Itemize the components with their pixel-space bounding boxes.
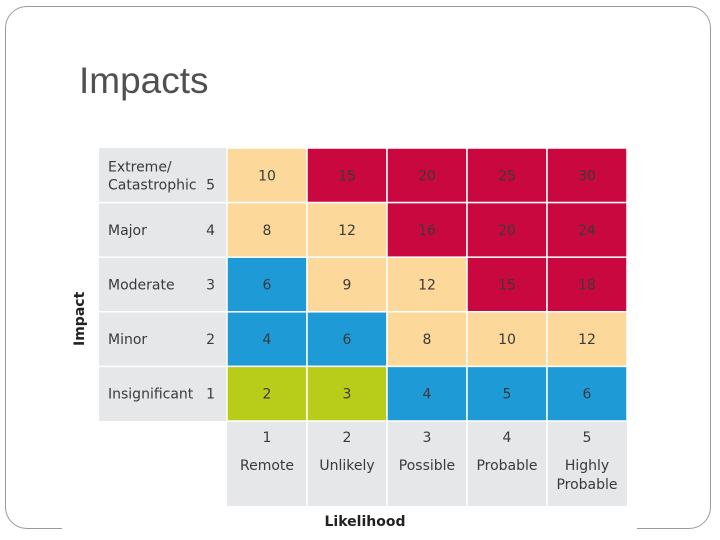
risk-cell-r1-c3 (386, 365, 468, 422)
row-label-4: Major (108, 223, 147, 239)
risk-score-r4-c4: 20 (498, 223, 516, 239)
risk-score-r1-c2: 3 (343, 387, 352, 403)
slide-frame-gap (62, 526, 637, 534)
row-level-5: 5 (206, 177, 215, 193)
risk-score-r2-c3: 8 (423, 332, 432, 348)
risk-score-r2-c1: 4 (263, 332, 272, 348)
risk-cell-r3-c5 (546, 256, 627, 313)
column-label-2: Unlikely (319, 458, 374, 474)
row-level-3: 3 (206, 278, 215, 294)
row-level-4: 4 (206, 223, 215, 239)
risk-score-r3-c1: 6 (263, 278, 272, 294)
x-axis-label: Likelihood (324, 514, 406, 530)
risk-cell-r2-c5 (546, 311, 627, 368)
slide-title: Impacts (79, 60, 209, 101)
risk-score-r5-c5: 30 (578, 168, 596, 184)
column-level-3: 3 (423, 430, 432, 446)
row-label-5: Catastrophic (108, 177, 197, 193)
risk-score-r4-c2: 12 (338, 223, 356, 239)
risk-score-r3-c4: 15 (498, 278, 516, 294)
risk-cell-r2-c4 (466, 311, 548, 368)
risk-score-r1-c3: 4 (423, 387, 432, 403)
risk-score-r3-c2: 9 (343, 278, 352, 294)
risk-cell-r5-c2 (306, 148, 388, 204)
risk-cell-r3-c3 (386, 256, 468, 313)
row-label-1: Insignificant (108, 387, 194, 403)
row-label-5: Extreme/ (108, 159, 172, 175)
risk-cell-r1-c1 (226, 365, 308, 422)
risk-score-r1-c5: 6 (583, 387, 592, 403)
risk-cell-r4-c3 (386, 201, 468, 258)
column-level-1: 1 (263, 430, 272, 446)
row-level-2: 2 (206, 332, 215, 348)
risk-score-r1-c1: 2 (263, 387, 272, 403)
risk-cell-r1-c5 (546, 365, 627, 422)
risk-cell-r2-c1 (226, 311, 308, 368)
risk-cell-r2-c2 (306, 311, 388, 368)
risk-score-r4-c1: 8 (263, 223, 272, 239)
risk-cell-r4-c2 (306, 201, 388, 258)
risk-score-r5-c1: 10 (258, 168, 276, 184)
risk-cell-r4-c5 (546, 201, 627, 258)
risk-score-r5-c3: 20 (418, 168, 436, 184)
risk-score-r3-c3: 12 (418, 278, 436, 294)
risk-cell-r4-c1 (226, 201, 308, 258)
risk-score-r3-c5: 18 (578, 278, 596, 294)
risk-cell-r5-c5 (546, 148, 627, 204)
risk-score-r2-c5: 12 (578, 332, 596, 348)
risk-score-r5-c4: 25 (498, 168, 516, 184)
risk-cell-r3-c4 (466, 256, 548, 313)
row-label-3: Moderate (108, 278, 175, 294)
column-level-4: 4 (503, 430, 512, 446)
column-label-3: Possible (399, 458, 455, 474)
risk-score-r2-c4: 10 (498, 332, 516, 348)
column-label-5: Probable (556, 477, 617, 493)
y-axis-label: Impact (72, 291, 88, 346)
column-level-2: 2 (343, 430, 352, 446)
column-label-5: Highly (565, 458, 609, 474)
risk-cell-r3-c1 (226, 256, 308, 313)
row-label-2: Minor (108, 332, 147, 348)
column-label-background (227, 421, 627, 506)
column-label-1: Remote (240, 458, 294, 474)
column-level-5: 5 (583, 430, 592, 446)
risk-cell-r5-c3 (386, 148, 468, 204)
row-level-1: 1 (206, 387, 215, 403)
column-label-4: Probable (476, 458, 537, 474)
risk-cell-r1-c2 (306, 365, 388, 422)
risk-score-r4-c3: 16 (418, 223, 436, 239)
risk-score-r5-c2: 15 (338, 168, 356, 184)
risk-score-r2-c2: 6 (343, 332, 352, 348)
risk-score-r4-c5: 24 (578, 223, 596, 239)
row-label-background (99, 148, 227, 421)
risk-score-r1-c4: 5 (503, 387, 512, 403)
